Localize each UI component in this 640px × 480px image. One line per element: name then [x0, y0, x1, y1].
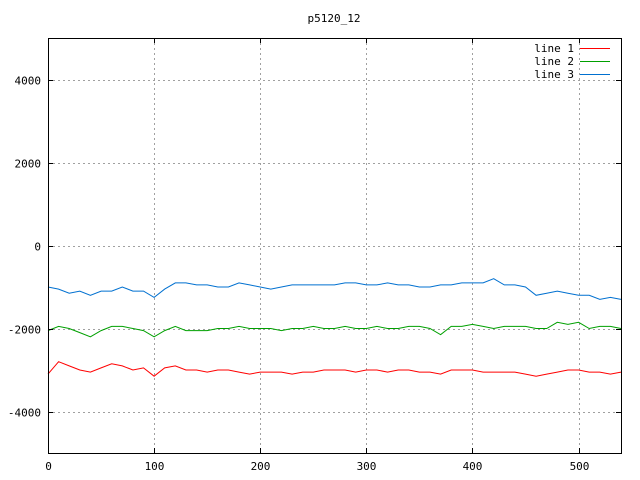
grid	[48, 38, 621, 453]
y-tick-label: -4000	[8, 407, 41, 420]
axis-ticks: 0 100 200 300 400 500 -4000 -2000 0 2000 4000	[8, 38, 621, 473]
series-line-3	[47, 278, 622, 300]
x-tick-label: 300	[357, 460, 377, 473]
x-tick-label: 500	[570, 460, 590, 473]
y-tick-label: 4000	[15, 75, 42, 88]
legend-label-1: line 1	[534, 42, 574, 55]
x-tick-label: 200	[251, 460, 271, 473]
series-line-1	[47, 361, 622, 377]
y-tick-label: 0	[34, 241, 41, 254]
legend-label-2: line 2	[534, 55, 574, 68]
chart-title: p5120_12	[308, 12, 361, 25]
y-tick-label: -2000	[8, 324, 41, 337]
x-tick-label: 0	[45, 460, 52, 473]
x-tick-label: 400	[463, 460, 483, 473]
series-line-2	[47, 321, 622, 338]
x-tick-label: 100	[145, 460, 165, 473]
legend-label-3: line 3	[534, 68, 574, 81]
series-lines	[47, 278, 622, 377]
y-tick-label: 2000	[15, 158, 42, 171]
